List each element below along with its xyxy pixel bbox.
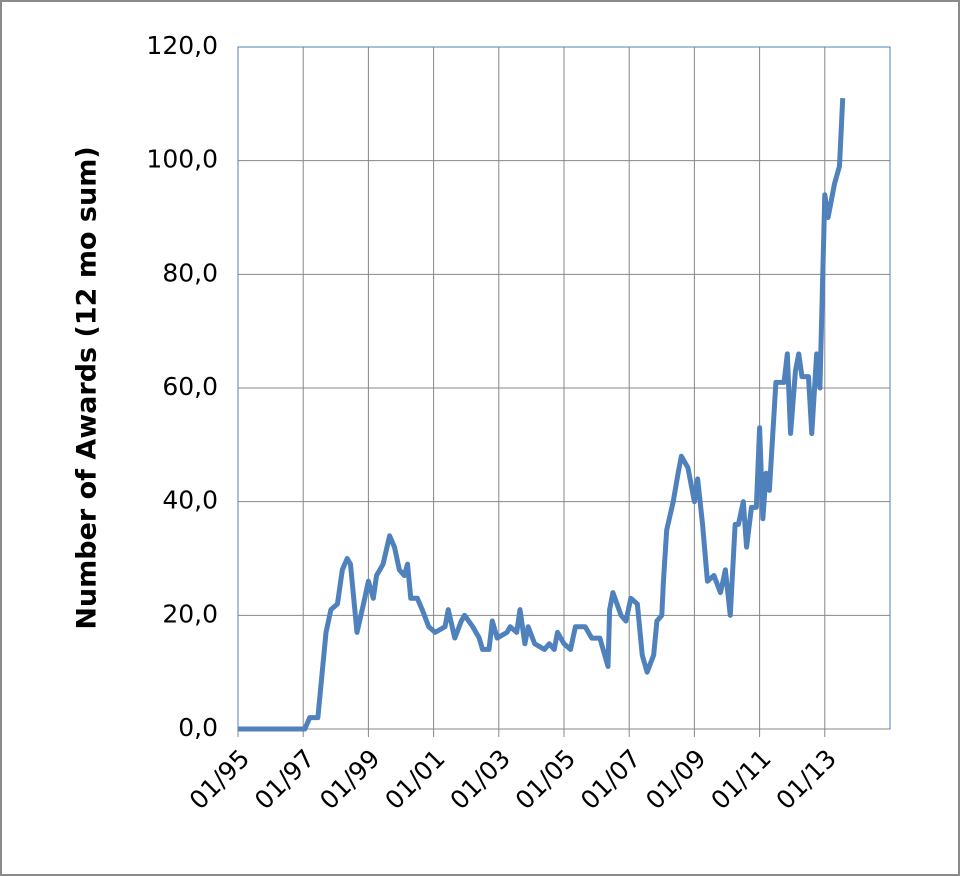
y-tick-label: 80,0: [162, 258, 218, 287]
y-axis-title: Number of Awards (12 mo sum): [72, 146, 103, 629]
y-tick-label: 100,0: [146, 145, 218, 174]
y-tick-label: 40,0: [162, 486, 218, 515]
y-tick-label: 120,0: [146, 31, 218, 60]
data-line: [238, 98, 846, 732]
y-tick-label: 60,0: [162, 372, 218, 401]
y-tick-label: 20,0: [162, 599, 218, 628]
y-tick-label: 0,0: [178, 713, 218, 742]
